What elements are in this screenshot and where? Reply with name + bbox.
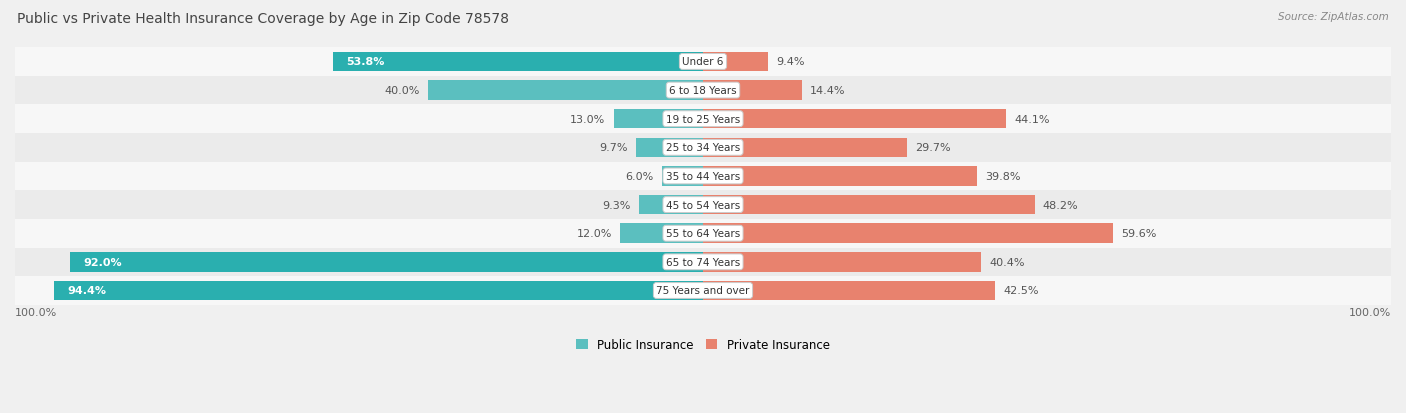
Bar bbox=[638, 195, 703, 215]
Text: 9.4%: 9.4% bbox=[776, 57, 804, 67]
Bar bbox=[703, 110, 1007, 129]
Text: 25 to 34 Years: 25 to 34 Years bbox=[666, 143, 740, 153]
Bar bbox=[427, 81, 703, 100]
Bar bbox=[703, 281, 995, 301]
Text: 75 Years and over: 75 Years and over bbox=[657, 286, 749, 296]
Text: 53.8%: 53.8% bbox=[347, 57, 385, 67]
Text: 9.3%: 9.3% bbox=[602, 200, 631, 210]
Text: 44.1%: 44.1% bbox=[1015, 114, 1050, 124]
Text: 40.4%: 40.4% bbox=[990, 257, 1025, 267]
Text: 100.0%: 100.0% bbox=[1348, 307, 1391, 317]
Text: 13.0%: 13.0% bbox=[569, 114, 606, 124]
Text: 40.0%: 40.0% bbox=[384, 86, 419, 96]
Legend: Public Insurance, Private Insurance: Public Insurance, Private Insurance bbox=[571, 333, 835, 356]
Bar bbox=[703, 252, 981, 272]
Text: 12.0%: 12.0% bbox=[576, 229, 612, 239]
Text: 19 to 25 Years: 19 to 25 Years bbox=[666, 114, 740, 124]
FancyBboxPatch shape bbox=[15, 105, 1391, 134]
Text: 100.0%: 100.0% bbox=[15, 307, 58, 317]
Text: 42.5%: 42.5% bbox=[1004, 286, 1039, 296]
Text: 9.7%: 9.7% bbox=[599, 143, 628, 153]
FancyBboxPatch shape bbox=[15, 248, 1391, 276]
Text: 6.0%: 6.0% bbox=[626, 171, 654, 182]
Text: 48.2%: 48.2% bbox=[1043, 200, 1078, 210]
Text: 94.4%: 94.4% bbox=[67, 286, 107, 296]
Text: 92.0%: 92.0% bbox=[84, 257, 122, 267]
Text: 6 to 18 Years: 6 to 18 Years bbox=[669, 86, 737, 96]
Text: 45 to 54 Years: 45 to 54 Years bbox=[666, 200, 740, 210]
FancyBboxPatch shape bbox=[15, 48, 1391, 76]
FancyBboxPatch shape bbox=[15, 191, 1391, 219]
Bar bbox=[703, 224, 1114, 243]
Text: 14.4%: 14.4% bbox=[810, 86, 846, 96]
FancyBboxPatch shape bbox=[15, 276, 1391, 305]
Bar bbox=[613, 110, 703, 129]
Bar bbox=[333, 52, 703, 72]
Bar bbox=[703, 195, 1035, 215]
Text: Under 6: Under 6 bbox=[682, 57, 724, 67]
Bar bbox=[620, 224, 703, 243]
Text: 35 to 44 Years: 35 to 44 Years bbox=[666, 171, 740, 182]
FancyBboxPatch shape bbox=[15, 162, 1391, 191]
Text: 39.8%: 39.8% bbox=[986, 171, 1021, 182]
Bar bbox=[703, 167, 977, 186]
FancyBboxPatch shape bbox=[15, 134, 1391, 162]
Text: Source: ZipAtlas.com: Source: ZipAtlas.com bbox=[1278, 12, 1389, 22]
Bar bbox=[637, 138, 703, 158]
Bar bbox=[70, 252, 703, 272]
Bar bbox=[703, 52, 768, 72]
Bar bbox=[53, 281, 703, 301]
Bar bbox=[703, 138, 907, 158]
Text: 65 to 74 Years: 65 to 74 Years bbox=[666, 257, 740, 267]
Text: 59.6%: 59.6% bbox=[1122, 229, 1157, 239]
FancyBboxPatch shape bbox=[15, 76, 1391, 105]
FancyBboxPatch shape bbox=[15, 219, 1391, 248]
Bar bbox=[662, 167, 703, 186]
Text: 55 to 64 Years: 55 to 64 Years bbox=[666, 229, 740, 239]
Text: 29.7%: 29.7% bbox=[915, 143, 952, 153]
Text: Public vs Private Health Insurance Coverage by Age in Zip Code 78578: Public vs Private Health Insurance Cover… bbox=[17, 12, 509, 26]
Bar bbox=[703, 81, 801, 100]
